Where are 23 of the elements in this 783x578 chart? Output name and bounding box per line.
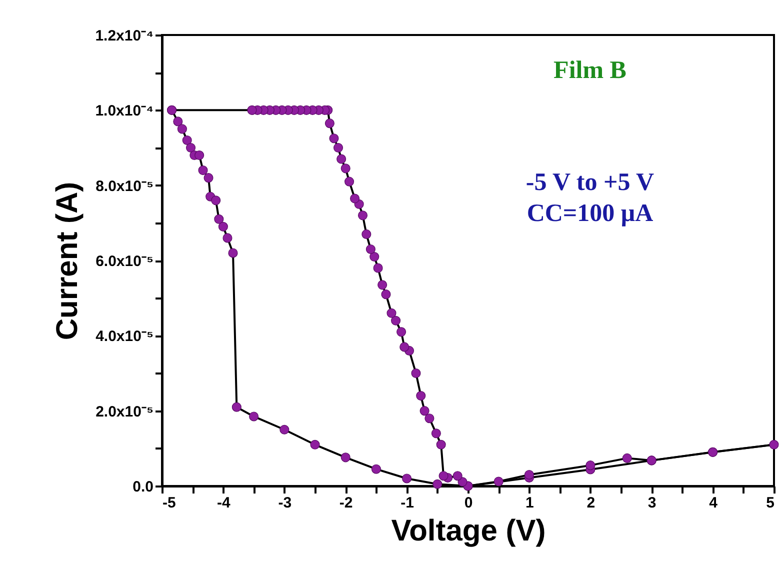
x-tick-label: 1 — [526, 494, 534, 512]
x-axis-title: Voltage (V) — [391, 514, 546, 548]
x-tick-label: -5 — [162, 494, 176, 512]
y-tick-label: 1.2x10⁻⁴ — [95, 28, 154, 44]
y-tick-label: 6.0x10⁻⁵ — [96, 253, 154, 270]
y-axis-title: Current (A) — [51, 182, 84, 340]
x-tick-label: -2 — [339, 494, 353, 512]
y-tick-label: 0.0 — [132, 478, 154, 496]
y-tick-label: 8.0x10⁻⁵ — [96, 178, 154, 195]
x-tick-label: 3 — [648, 494, 656, 512]
x-tick-label: -3 — [278, 494, 292, 512]
y-tick-label: 2.0x10⁻⁵ — [96, 403, 154, 420]
x-tick-label: 5 — [766, 494, 774, 512]
x-tick-label: 0 — [464, 494, 473, 512]
annotation: -5 V to +5 V — [526, 169, 654, 196]
y-tick-label: 4.0x10⁻⁵ — [96, 328, 154, 346]
annotation: CC=100 μA — [526, 200, 654, 227]
x-tick-label: 2 — [586, 494, 596, 512]
x-tick-label: -1 — [400, 494, 414, 512]
y-tick-label: 1.0x10⁻⁴ — [95, 102, 154, 120]
annotation: Film B — [554, 57, 626, 84]
x-tick-label: 4 — [709, 494, 718, 512]
x-tick-label: -4 — [217, 494, 232, 512]
